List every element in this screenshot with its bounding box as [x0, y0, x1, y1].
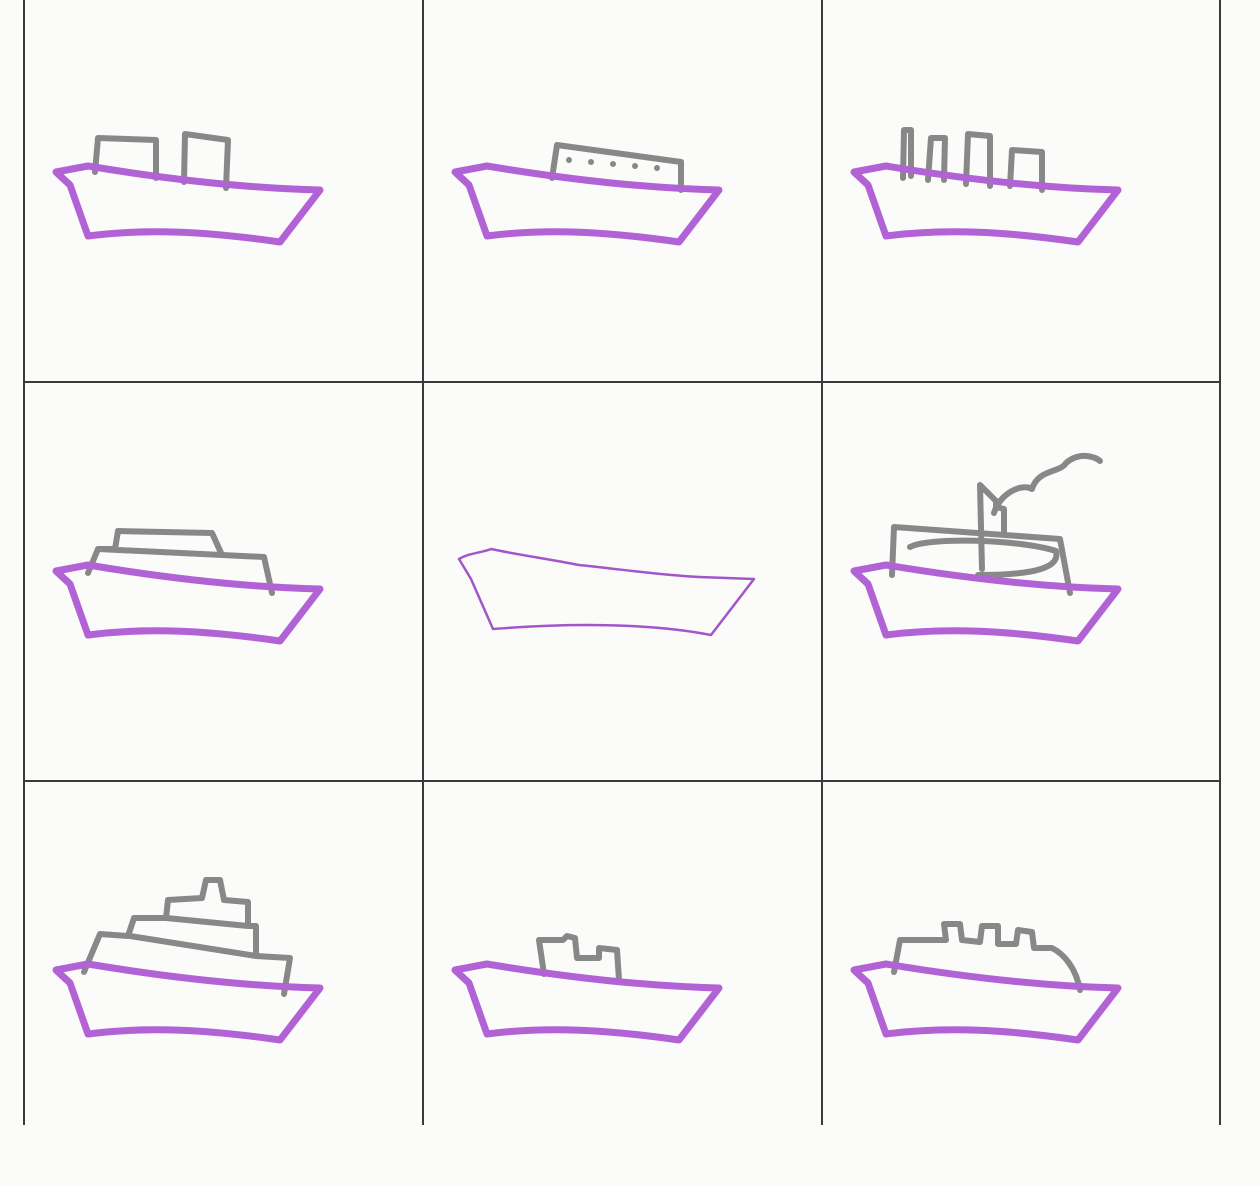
boat-superstructure [549, 142, 684, 193]
boat-superstructure [891, 921, 1083, 993]
boat-hull [52, 162, 324, 246]
boat-cell-3 [850, 127, 1122, 246]
boat-superstructure [85, 528, 275, 596]
boat-cell-2 [451, 142, 723, 246]
boat-superstructure [536, 933, 622, 983]
boat-hull [52, 561, 324, 645]
boat-cell-6 [850, 453, 1122, 645]
boat-cell-7 [52, 877, 324, 1044]
boat-hull [850, 162, 1122, 246]
boat-superstructure [900, 127, 1045, 193]
boat-superstructure [92, 131, 231, 191]
boat-hull [52, 960, 324, 1044]
boat-cell-8 [451, 933, 723, 1044]
boat-hull-outline [457, 547, 756, 637]
boat-hull [850, 561, 1122, 645]
boat-hull [850, 960, 1122, 1044]
smoke-trail [991, 453, 1103, 516]
boat-cell-9 [850, 921, 1122, 1044]
boat-cell-1 [52, 131, 324, 246]
boat-hull [451, 162, 723, 246]
boat-cell-4 [52, 528, 324, 645]
porthole-row [566, 157, 660, 171]
grid-lines [23, 0, 1221, 1125]
boat-superstructure [81, 877, 293, 997]
boat-cell-5 [457, 547, 756, 637]
boat-hull [451, 960, 723, 1044]
